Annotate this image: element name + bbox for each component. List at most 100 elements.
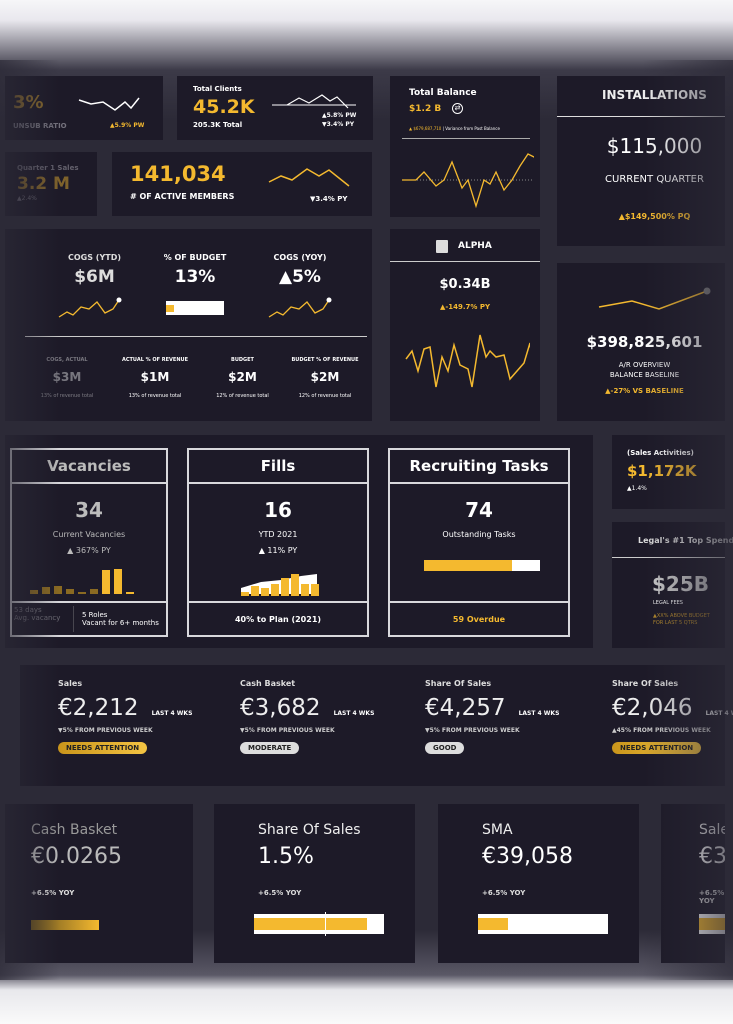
roles-count: 5 Roles — [82, 611, 108, 619]
installations-card: INSTALLATIONS $115,000 CURRENT QUARTER ▲… — [557, 76, 725, 246]
fills-delta: ▲ 11% PY — [258, 546, 298, 555]
budget-label: BUDGET — [231, 357, 254, 363]
vacancies-value: 34 — [75, 498, 103, 522]
yoy-value: 1.5% — [258, 844, 314, 869]
ar-sparkline — [598, 287, 711, 310]
sales-activities-delta: ▲1.4% — [627, 485, 647, 492]
alpha-delta: ▲-149.7% PY — [439, 303, 491, 311]
currency-exchange-icon[interactable]: ⇄ — [452, 103, 463, 114]
installations-label: CURRENT QUARTER — [605, 174, 704, 185]
ar-label-2: BALANCE BASELINE — [609, 371, 680, 379]
avg-vacancy-label: Avg. vacancy — [14, 614, 61, 622]
budget-progress-bar — [166, 301, 224, 315]
unsub-sparkline — [78, 97, 140, 111]
legal-card: Legal's #1 Top Spend $25B LEGAL FEES ▲XX… — [612, 522, 733, 648]
cogs-card: COGS (YTD) $6M % OF BUDGET 13% COGS (YOY… — [5, 229, 372, 421]
active-members-card: 141,034 # OF ACTIVE MEMBERS ▼3.4% PY — [112, 152, 372, 216]
total-clients-total: 205.3K Total — [193, 121, 243, 129]
total-clients-sparkline — [272, 94, 356, 109]
quarter-sales-value: 3.2 M — [17, 174, 70, 194]
bar — [281, 578, 289, 596]
active-members-value: 141,034 — [130, 162, 226, 186]
sales-activities-value: $1,172K — [627, 462, 697, 480]
bar — [78, 592, 86, 594]
yoy-progress-bar — [31, 920, 99, 930]
cogs-actual-value: $3M — [52, 370, 82, 384]
bar — [54, 586, 62, 594]
actual-revenue-note: 13% of revenue total — [128, 393, 182, 399]
calendar-icon — [436, 240, 448, 253]
weekly-title: Share Of Sales — [612, 679, 679, 688]
yoy-title: Sales — [699, 822, 725, 838]
yoy-title: SMA — [482, 822, 513, 838]
weekly-kpi: Share Of Sales €2,046 LAST 4 WKS ▲45% FR… — [612, 679, 733, 779]
bar — [241, 592, 249, 596]
yoy-title: Share Of Sales — [258, 822, 361, 838]
bar — [291, 574, 299, 596]
weekly-title: Sales — [58, 679, 83, 688]
actual-revenue-value: $1M — [140, 370, 170, 384]
bar — [102, 570, 110, 594]
total-clients-title: Total Clients — [193, 85, 242, 93]
cogs-yoy-value: ▲5% — [279, 267, 321, 287]
total-balance-title: Total Balance — [409, 88, 477, 98]
recruiting-value: 74 — [465, 498, 493, 522]
alpha-title: ALPHA — [458, 241, 492, 251]
yoy-progress-bar — [699, 914, 725, 934]
target-marker — [325, 912, 326, 936]
installations-title: INSTALLATIONS — [602, 88, 707, 102]
total-clients-value: 45.2K — [193, 96, 255, 118]
yoy-kpi-card: Share Of Sales 1.5% +6.5% YOY — [214, 804, 415, 963]
recruiting-tasks-card: Recruiting Tasks 74 Outstanding Tasks 59… — [388, 448, 570, 637]
vacancies-bar-chart — [30, 569, 134, 594]
installations-value: $115,000 — [606, 134, 703, 158]
unsub-label: UNSUB RATIO — [13, 122, 67, 130]
total-balance-variance: ▲ $679,687,710 | Variance from Past Bala… — [409, 126, 500, 131]
quarter-sales-card: Quarter 1 Sales 3.2 M ▲2.4% — [5, 152, 97, 216]
cogs-yoy-sparkline — [268, 297, 332, 318]
legal-note-1: ▲XX% ABOVE BUDGET — [653, 613, 710, 619]
sales-activities-title: (Sales Activities) — [627, 449, 694, 457]
bar — [271, 584, 279, 596]
installations-delta: ▲$149,500% PQ — [618, 212, 691, 221]
quarter-sales-delta: ▲2.4% — [17, 195, 37, 202]
bar — [261, 588, 269, 596]
legal-note-2: FOR LAST 5 QTRS — [653, 620, 698, 626]
unsub-value: 3% — [13, 92, 44, 113]
bar — [114, 569, 122, 594]
budget-revenue-value: $2M — [310, 370, 340, 384]
weekly-kpi: Cash Basket €3,682 LAST 4 WKS ▼5% FROM P… — [240, 679, 420, 779]
divider — [25, 336, 367, 337]
weekly-period: LAST 4 WKS — [705, 710, 733, 717]
weekly-value: €2,046 — [612, 695, 693, 721]
weekly-delta: ▼5% FROM PREVIOUS WEEK — [425, 727, 520, 734]
fills-label: YTD 2021 — [258, 530, 298, 539]
cogs-actual-label: COGS, ACTUAL — [46, 357, 88, 363]
yoy-value: €0.0265 — [31, 844, 122, 869]
yoy-delta: +6.5% YOY — [258, 889, 302, 897]
yoy-value: €3 — [699, 844, 725, 869]
recruiting-footer: 59 Overdue — [390, 601, 568, 635]
recruiting-progress-bar — [424, 560, 540, 571]
quarter-sales-title: Quarter 1 Sales — [17, 164, 79, 172]
budget-pct-label: % OF BUDGET — [163, 253, 227, 262]
total-clients-pw: ▲5.8% PW — [322, 112, 357, 119]
yoy-progress-bar — [254, 914, 384, 934]
alpha-line-chart — [405, 334, 530, 388]
vacancies-label: Current Vacancies — [52, 530, 126, 539]
legal-value: $25B — [652, 572, 709, 596]
active-members-delta: ▼3.4% PY — [310, 195, 348, 203]
bar — [66, 589, 74, 594]
weekly-period: LAST 4 WKS — [333, 710, 375, 717]
roles-label: Vacant for 6+ months — [82, 619, 159, 627]
bar — [42, 587, 50, 594]
budget-value: $2M — [228, 370, 257, 384]
recruiting-panel — [5, 435, 593, 648]
weekly-delta: ▲45% FROM PREVIOUS WEEK — [612, 727, 711, 734]
divider — [402, 138, 530, 139]
total-clients-card: Total Clients 45.2K 205.3K Total ▲5.8% P… — [177, 76, 373, 140]
weekly-delta: ▼5% FROM PREVIOUS WEEK — [240, 727, 335, 734]
unsub-delta: ▲5.9% PW — [110, 122, 145, 129]
total-balance-card: Total Balance $1.2 B ⇄ ▲ $679,687,710 | … — [390, 76, 540, 217]
recruiting-label: Outstanding Tasks — [442, 530, 516, 539]
